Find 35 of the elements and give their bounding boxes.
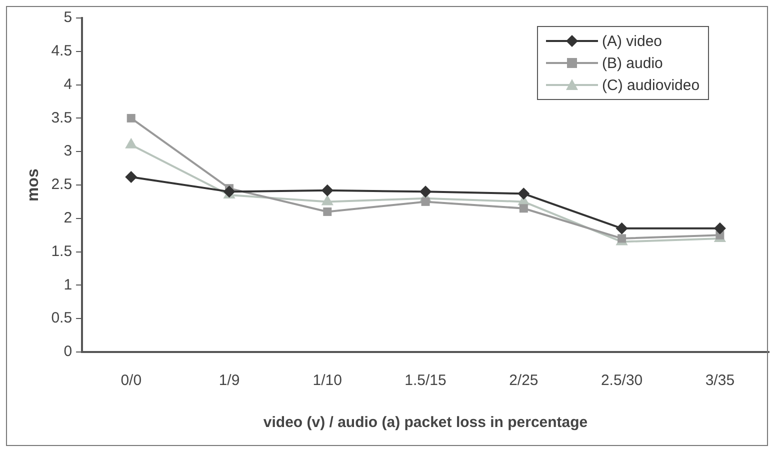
y-tick-label: 3.5 <box>51 109 72 126</box>
point <box>420 186 432 198</box>
y-tick-label: 4.5 <box>51 42 72 60</box>
point <box>616 222 628 234</box>
y-tick-label: 1 <box>64 276 72 294</box>
point <box>519 204 528 213</box>
y-axis-title: mos <box>25 168 42 202</box>
y-tick-label: 2 <box>64 210 72 227</box>
y-tick-label: 5 <box>64 9 72 26</box>
point <box>618 234 626 243</box>
point <box>223 186 236 198</box>
point <box>323 207 332 216</box>
y-tick-label: 0 <box>64 343 72 360</box>
legend-label: (A) video <box>602 32 662 50</box>
y-tick-label: 3 <box>64 142 72 160</box>
point <box>518 188 530 200</box>
legend-label: (B) audio <box>602 54 663 72</box>
x-tick-label: 3/35 <box>705 372 735 390</box>
y-tick-label: 0.5 <box>51 310 72 327</box>
x-tick-label: 2.5/30 <box>600 372 643 390</box>
x-tick-label: 2/25 <box>509 372 538 390</box>
point <box>321 184 334 196</box>
point <box>126 114 136 122</box>
point <box>125 170 138 183</box>
y-tick-label: 2.5 <box>51 176 72 194</box>
y-tick-label: 1.5 <box>51 242 72 260</box>
legend-label: (C) audiovideo <box>602 76 700 94</box>
y-tick-label: 4 <box>64 76 72 93</box>
x-tick-label: 1.5/15 <box>404 372 446 390</box>
x-tick-label: 1/9 <box>218 372 240 390</box>
x-tick-label: 0/0 <box>120 372 142 390</box>
x-axis-title: video (v) / audio (a) packet loss in percentage <box>263 414 588 432</box>
x-tick-label: 1/10 <box>312 372 342 390</box>
point <box>714 222 726 234</box>
point <box>421 197 430 206</box>
